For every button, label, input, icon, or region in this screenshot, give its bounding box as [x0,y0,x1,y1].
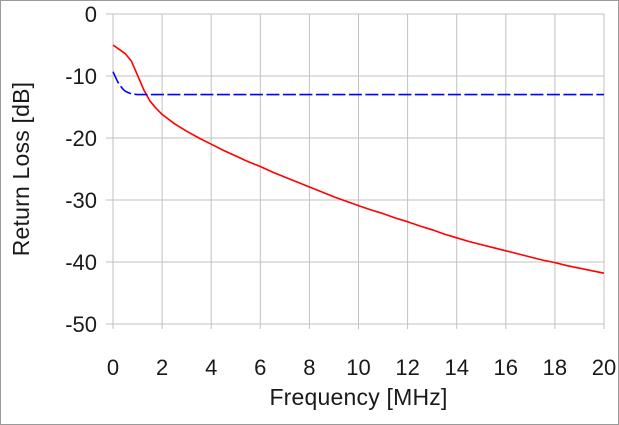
y-tick-label: -50 [65,312,97,337]
x-tick-label: 8 [303,355,315,380]
x-tick-label: 16 [494,355,518,380]
x-tick-label: 2 [156,355,168,380]
x-tick-label: 4 [205,355,217,380]
x-tick-label: 0 [107,355,119,380]
y-tick-label: -30 [65,188,97,213]
x-tick-label: 20 [592,355,616,380]
y-tick-label: -40 [65,250,97,275]
x-tick-label: 12 [395,355,419,380]
series-blue-curve [112,71,604,96]
x-tick-label: 6 [254,355,266,380]
x-axis-title: Frequency [MHz] [269,384,448,410]
x-tick-label: 14 [444,355,468,380]
x-tick-label: 10 [346,355,370,380]
x-tick-label: 18 [543,355,567,380]
series-red-curve [112,44,605,274]
y-tick-label: 0 [85,2,97,27]
plot-border [112,13,605,325]
y-axis-title: Return Loss [dB] [8,81,34,257]
y-tick-label: -10 [65,64,97,89]
y-tick-label: -20 [65,126,97,151]
